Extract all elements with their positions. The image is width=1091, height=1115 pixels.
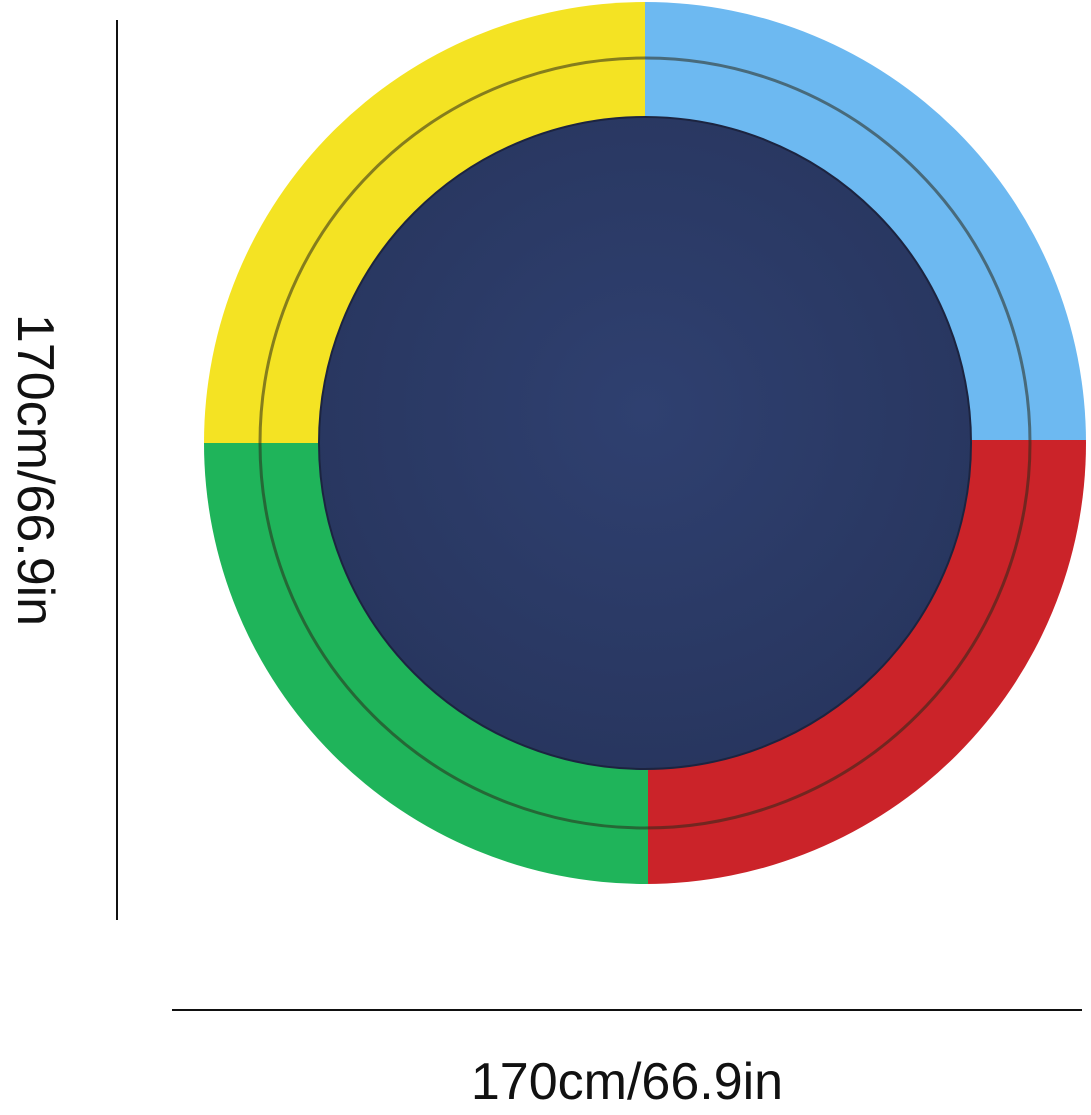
width-dimension-line [172, 1009, 1082, 1011]
width-dimension-label: 170cm/66.9in [470, 1053, 784, 1111]
tube-divider [258, 56, 1032, 830]
pool-floor [318, 116, 972, 770]
height-dimension-line [116, 20, 118, 920]
